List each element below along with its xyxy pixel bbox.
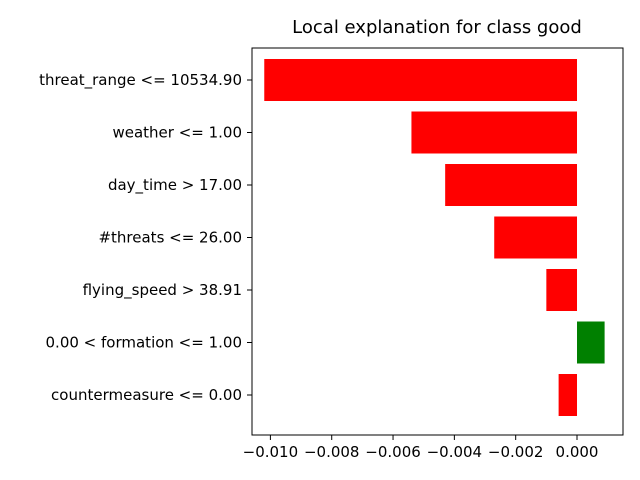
x-tick-label-2: −0.006 <box>365 443 421 461</box>
y-tick-label-4: flying_speed > 38.91 <box>83 281 242 300</box>
y-tick-label-2: day_time > 17.00 <box>108 176 242 195</box>
bar-0 <box>264 59 578 101</box>
x-tick-label-3: −0.004 <box>427 443 483 461</box>
bars-group <box>264 59 605 416</box>
y-tick-label-1: weather <= 1.00 <box>112 124 242 142</box>
x-tick-label-0: −0.010 <box>243 443 299 461</box>
y-tick-label-3: #threats <= 26.00 <box>98 229 242 247</box>
x-tick-label-1: −0.008 <box>304 443 360 461</box>
y-tick-label-6: countermeasure <= 0.00 <box>51 386 242 404</box>
y-tick-labels: threat_range <= 10534.90 weather <= 1.00 d… <box>39 71 252 404</box>
bar-1 <box>411 111 578 154</box>
bar-4 <box>546 269 578 311</box>
bar-6 <box>558 374 578 416</box>
plot-frame <box>251 47 624 436</box>
bar-5 <box>577 321 605 364</box>
bar-2 <box>445 164 578 206</box>
chart-title: Local explanation for class good <box>292 17 582 38</box>
y-tick-label-0: threat_range <= 10534.90 <box>39 71 242 90</box>
x-ticks: −0.010 −0.008 −0.006 −0.004 −0.002 0.000 <box>243 435 599 461</box>
bar-3 <box>494 216 578 259</box>
x-tick-label-4: −0.002 <box>488 443 544 461</box>
x-tick-label-5: 0.000 <box>556 443 599 461</box>
y-tick-label-5: 0.00 < formation <= 1.00 <box>46 334 242 352</box>
